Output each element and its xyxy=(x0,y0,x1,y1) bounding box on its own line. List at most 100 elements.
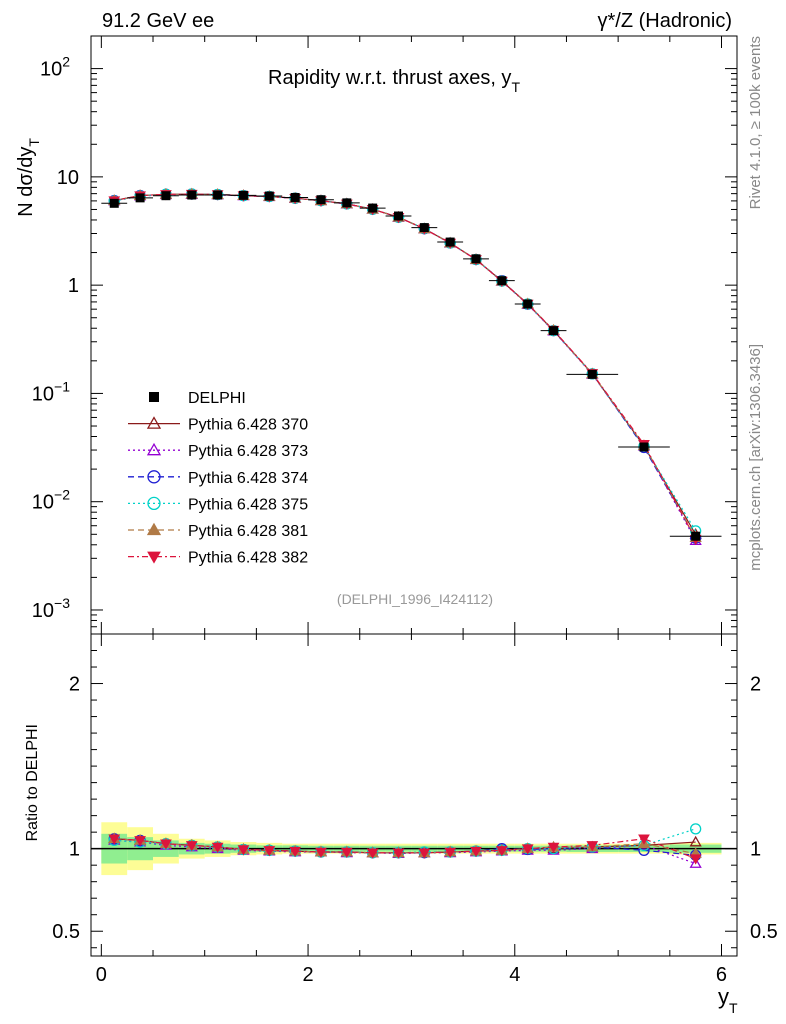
series-point xyxy=(418,848,431,859)
data-point xyxy=(213,190,223,200)
chart-title: Rapidity w.r.t. thrust axes, yT xyxy=(268,67,520,95)
x-tick-label: 4 xyxy=(509,964,520,986)
series-point xyxy=(146,442,162,456)
ratio-y-tick-label: 0.5 xyxy=(52,921,80,943)
y-tick-label-base: 10 xyxy=(32,383,54,405)
legend-label: Pythia 6.428 373 xyxy=(188,443,308,460)
y-tick-label-base: 10 xyxy=(57,167,79,189)
main-frame xyxy=(90,35,738,635)
ratio-panel: Ratio to DELPHI 2 2 1 1 0.5 0.5 0 2 4 6 yT xyxy=(24,633,778,1016)
data-point xyxy=(264,191,274,201)
analysis-tag: (DELPHI_1996_I424112) xyxy=(337,591,493,607)
y-tick-label-exp: −3 xyxy=(54,595,70,611)
series-point xyxy=(147,551,161,564)
data-point xyxy=(149,392,159,402)
series-point xyxy=(237,845,250,856)
series-point xyxy=(521,844,534,855)
main-series xyxy=(108,187,702,546)
data-point xyxy=(523,299,533,309)
series-point xyxy=(147,496,161,511)
data-point xyxy=(342,198,352,208)
y-tick-label-exp: −2 xyxy=(54,487,70,503)
series-point xyxy=(134,836,146,847)
series-point xyxy=(160,839,172,850)
legend-label: Pythia 6.428 381 xyxy=(188,523,308,540)
series-point xyxy=(689,854,702,865)
y-tick-label: 1 xyxy=(68,275,79,297)
y-tick-label-base: 10 xyxy=(32,492,54,514)
y-tick-label: 10 xyxy=(57,167,79,189)
series-point xyxy=(366,848,379,859)
x-tick-labels: 0 2 4 6 xyxy=(96,964,727,986)
series-point xyxy=(689,857,702,868)
ratio-grid-ticks xyxy=(91,633,737,956)
legend-label-data: DELPHI xyxy=(188,390,246,407)
data-point xyxy=(471,254,481,264)
series-point xyxy=(185,841,198,852)
header-right: γ*/Z (Hadronic) xyxy=(598,10,732,32)
y-tick-label: 102 xyxy=(40,54,70,81)
series-point xyxy=(547,842,560,854)
series-point xyxy=(108,834,121,845)
series-point xyxy=(340,847,353,858)
mcplots-label: mcplots.cern.ch [arXiv:1306.3436] xyxy=(747,344,764,571)
y-tick-label-exp: −1 xyxy=(54,378,70,394)
series-point xyxy=(392,848,405,859)
y-tick-label: 10−2 xyxy=(32,487,70,514)
data-point xyxy=(639,442,649,452)
ratio-ylabel: Ratio to DELPHI xyxy=(24,724,41,841)
data-point xyxy=(316,195,326,205)
y-tick-label-base: 10 xyxy=(32,600,54,622)
header-left: 91.2 GeV ee xyxy=(102,10,214,32)
legend-label: Pythia 6.428 382 xyxy=(188,550,308,567)
data-point xyxy=(187,190,197,200)
legend: DELPHI Pythia 6.428 370 Pythia 6.428 373 Py… xyxy=(128,390,308,567)
y-tick-label-exp: 2 xyxy=(62,54,70,70)
x-tick-label: 6 xyxy=(716,964,727,986)
main-ylabel: N dσ/dyT xyxy=(15,138,42,217)
legend-label: Pythia 6.428 375 xyxy=(188,496,308,513)
series-point xyxy=(289,846,301,858)
ratio-y-tick-label: 2 xyxy=(69,674,80,696)
data-point xyxy=(549,326,559,336)
series-point xyxy=(690,823,702,835)
series-point xyxy=(638,834,650,845)
data-point xyxy=(419,223,429,233)
data-point xyxy=(445,237,455,247)
ratio-line xyxy=(114,838,696,860)
data-point xyxy=(393,211,403,221)
main-data-points xyxy=(101,190,722,541)
data-point xyxy=(587,369,597,379)
data-point xyxy=(238,190,248,200)
ratio-y-tick-label-right: 2 xyxy=(750,674,761,696)
series-point xyxy=(146,416,162,429)
y-tick-label: 10−3 xyxy=(32,595,70,622)
series-line xyxy=(114,193,697,540)
y-tick-label: 10−1 xyxy=(32,378,70,405)
ratio-series xyxy=(108,823,702,868)
x-tick-label: 2 xyxy=(302,964,313,986)
series-point xyxy=(315,847,327,858)
data-point xyxy=(161,191,171,201)
legend-label: Pythia 6.428 374 xyxy=(188,470,308,487)
rivet-label: Rivet 4.1.0, ≥ 100k events xyxy=(747,36,764,209)
ratio-y-tick-label: 1 xyxy=(69,839,80,861)
series-point xyxy=(147,470,161,484)
data-point xyxy=(290,192,300,202)
data-point xyxy=(368,203,378,213)
legend-label: Pythia 6.428 370 xyxy=(188,417,308,434)
series-point xyxy=(146,522,162,536)
data-point xyxy=(497,276,507,286)
ratio-frame xyxy=(90,633,738,957)
data-point xyxy=(691,531,701,541)
ratio-y-tick-label-right: 1 xyxy=(750,839,761,861)
y-tick-label-base: 10 xyxy=(40,59,62,81)
series-point xyxy=(495,846,508,857)
ratio-y-tick-labels: 2 2 1 1 0.5 0.5 xyxy=(52,674,778,944)
series-line xyxy=(114,193,697,541)
data-point xyxy=(109,198,119,208)
series-point xyxy=(263,846,276,857)
ratio-y-tick-label-right: 0.5 xyxy=(750,921,778,943)
